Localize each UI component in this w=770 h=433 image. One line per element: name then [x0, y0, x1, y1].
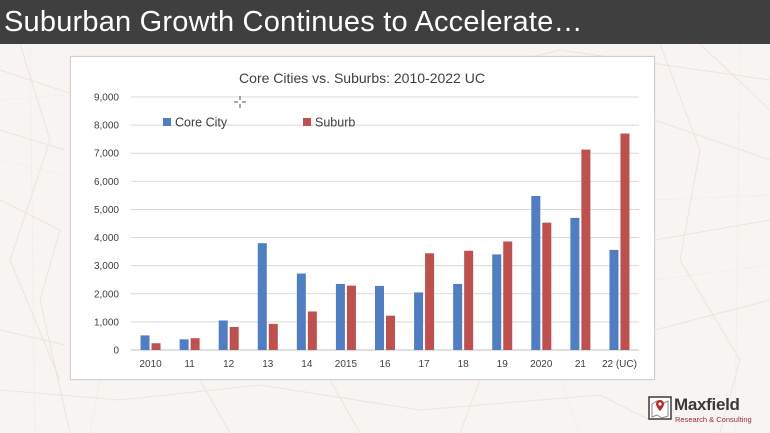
logo-name: Maxfield — [674, 395, 740, 414]
suburb-bar — [229, 326, 239, 350]
x-tick-label: 14 — [301, 359, 313, 370]
y-tick-label: 0 — [113, 346, 119, 357]
x-tick-label: 22 (UC) — [602, 359, 637, 370]
core-city-bar — [218, 320, 228, 350]
x-tick-label: 21 — [575, 359, 587, 370]
core-city-bar — [570, 217, 580, 350]
x-tick-label: 19 — [497, 359, 509, 370]
core-city-bar — [453, 283, 463, 350]
suburb-bar — [307, 311, 317, 350]
x-tick-label: 2020 — [530, 359, 553, 370]
suburb-bar — [346, 285, 356, 350]
maxfield-logo: Maxfield Research & Consulting — [648, 392, 764, 428]
core-city-bar — [296, 273, 306, 350]
suburb-bar — [386, 315, 395, 350]
map-pin-logo-icon — [648, 396, 672, 420]
core-city-bar — [492, 254, 502, 350]
slide-title-bar: Suburban Growth Continues to Accelerate… — [0, 0, 770, 44]
legend-label: Core City — [175, 116, 228, 130]
x-tick-label: 2010 — [139, 359, 162, 370]
logo-tagline: Research & Consulting — [675, 415, 752, 424]
suburb-bar — [542, 222, 552, 350]
core-city-bar — [609, 249, 619, 350]
suburb-bar — [268, 323, 278, 350]
y-tick-label: 1,000 — [94, 317, 119, 328]
suburb-bar — [503, 241, 513, 350]
x-tick-label: 2015 — [335, 359, 358, 370]
legend-swatch — [303, 118, 311, 126]
y-tick-label: 4,000 — [94, 233, 119, 244]
legend: Core City Suburb — [163, 116, 355, 130]
core-city-bar — [257, 243, 267, 350]
y-axis-ticks: 0 1,000 2,000 3,000 4,000 5,000 6,000 7,000 8,00… — [94, 93, 119, 357]
suburb-bar — [151, 343, 161, 350]
bars — [140, 133, 630, 350]
legend-swatch — [163, 118, 171, 126]
y-tick-label: 5,000 — [94, 205, 119, 216]
core-city-bar — [375, 285, 384, 350]
gridlines — [131, 96, 639, 351]
x-tick-label: 11 — [184, 359, 195, 370]
x-tick-label: 16 — [379, 359, 391, 370]
chart-panel: Core Cities vs. Suburbs: 2010-2022 UC 0 1… — [70, 56, 655, 380]
core-city-bar — [140, 335, 150, 350]
bar-chart: Core Cities vs. Suburbs: 2010-2022 UC 0 1… — [94, 70, 639, 370]
y-tick-label: 6,000 — [94, 177, 119, 188]
x-tick-label: 12 — [223, 359, 235, 370]
x-axis-ticks: 2010 11 12 13 14 2015 16 17 18 19 2020 21 22 (UC) — [139, 359, 637, 370]
crosshair-cursor-icon — [234, 96, 246, 108]
suburb-bar — [620, 133, 630, 350]
suburb-bar — [464, 250, 474, 350]
y-tick-label: 9,000 — [94, 93, 119, 104]
suburb-bar — [581, 149, 591, 350]
y-tick-label: 8,000 — [94, 121, 119, 132]
x-tick-label: 18 — [458, 359, 470, 370]
suburb-bar — [190, 338, 200, 350]
x-tick-label: 13 — [262, 359, 274, 370]
slide-title: Suburban Growth Continues to Accelerate… — [4, 5, 583, 38]
core-city-bar — [531, 195, 541, 350]
y-tick-label: 3,000 — [94, 261, 119, 272]
chart-title: Core Cities vs. Suburbs: 2010-2022 UC — [239, 70, 485, 86]
core-city-bar — [335, 283, 345, 350]
core-city-bar — [414, 292, 424, 350]
suburb-bar — [425, 253, 435, 350]
core-city-bar — [179, 339, 189, 350]
y-tick-label: 2,000 — [94, 289, 119, 300]
legend-label: Suburb — [315, 116, 355, 130]
y-tick-label: 7,000 — [94, 149, 119, 160]
x-tick-label: 17 — [419, 359, 431, 370]
